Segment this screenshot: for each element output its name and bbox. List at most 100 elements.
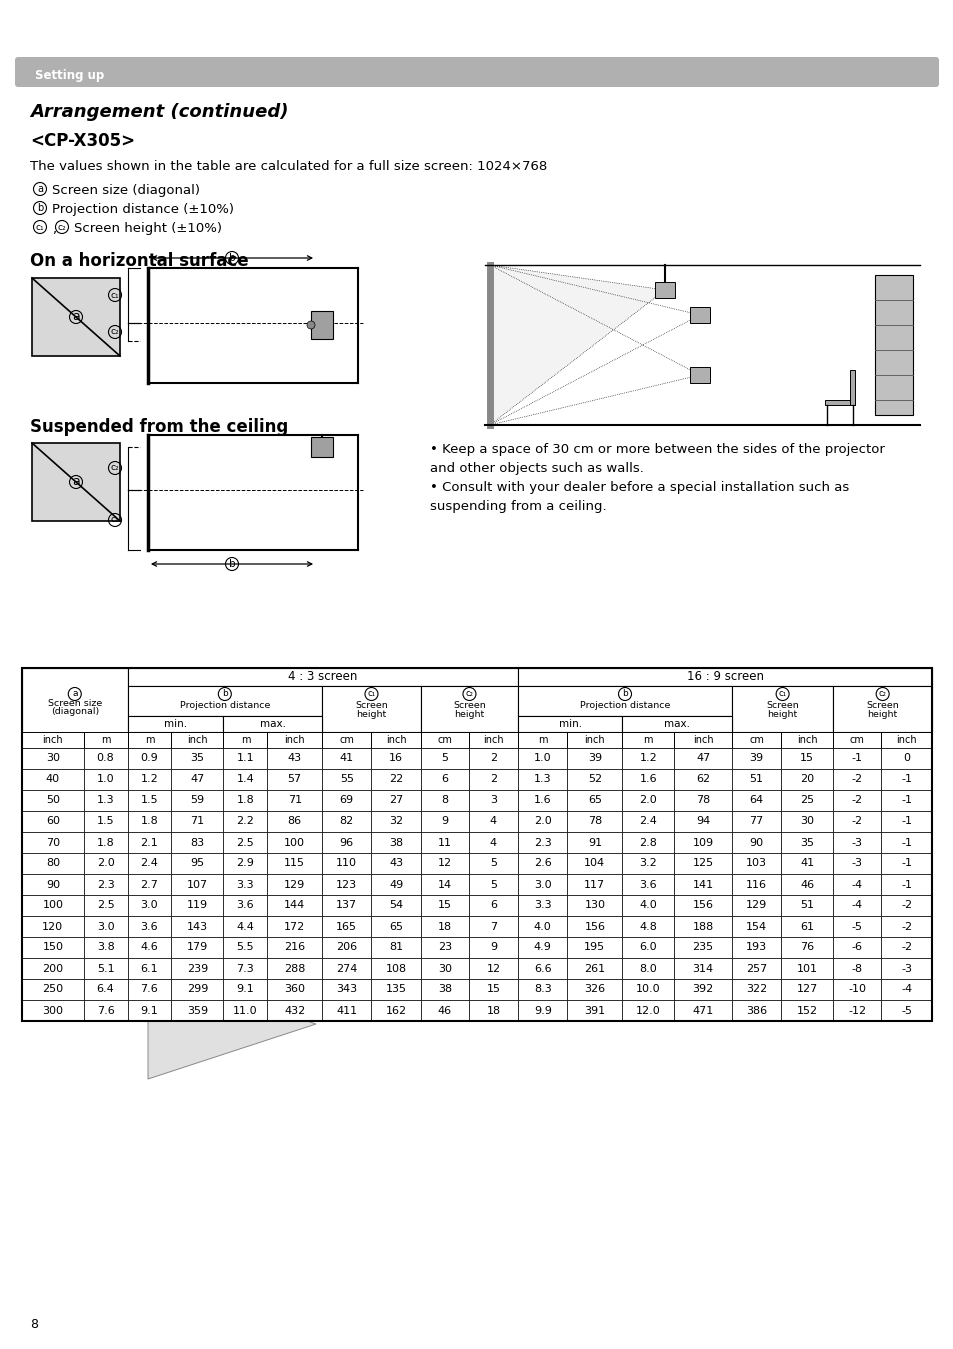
Bar <box>621 853 674 874</box>
Text: 30: 30 <box>437 963 452 974</box>
Bar <box>517 716 621 733</box>
Bar <box>371 769 420 791</box>
Text: • Consult with your dealer before a special installation such as: • Consult with your dealer before a spec… <box>430 482 848 494</box>
Text: b: b <box>222 689 228 699</box>
Text: 274: 274 <box>335 963 357 974</box>
Text: 51: 51 <box>749 774 762 785</box>
Bar <box>881 791 931 811</box>
Bar <box>881 1000 931 1021</box>
Text: <CP-X305>: <CP-X305> <box>30 132 135 150</box>
Text: 235: 235 <box>692 943 713 952</box>
Text: 50: 50 <box>46 796 60 805</box>
Text: c₂: c₂ <box>57 223 67 232</box>
Text: 1.6: 1.6 <box>639 774 657 785</box>
Text: 3.6: 3.6 <box>236 901 253 911</box>
Text: 2.9: 2.9 <box>236 858 254 869</box>
Bar <box>731 938 781 958</box>
Text: Screen: Screen <box>865 701 898 711</box>
Text: suspending from a ceiling.: suspending from a ceiling. <box>430 500 606 513</box>
Bar <box>420 916 468 938</box>
Bar <box>781 791 833 811</box>
Bar <box>322 769 371 791</box>
Text: 4.0: 4.0 <box>639 901 657 911</box>
Text: 47: 47 <box>696 754 710 764</box>
Bar <box>371 853 420 874</box>
Circle shape <box>307 321 314 329</box>
Bar <box>731 958 781 979</box>
Bar <box>267 938 322 958</box>
Bar <box>128 668 517 687</box>
Bar <box>781 811 833 832</box>
Text: 55: 55 <box>339 774 354 785</box>
Text: 6: 6 <box>490 901 497 911</box>
Bar <box>267 874 322 894</box>
Bar <box>833 687 931 733</box>
Bar <box>517 874 567 894</box>
Text: 257: 257 <box>745 963 766 974</box>
Text: 156: 156 <box>584 921 605 932</box>
Bar <box>84 832 128 853</box>
Text: a: a <box>72 475 80 488</box>
Text: 2.5: 2.5 <box>236 838 254 847</box>
Bar <box>223 894 267 916</box>
Bar <box>621 1000 674 1021</box>
Text: 10.0: 10.0 <box>636 985 659 994</box>
Bar <box>468 979 517 1000</box>
Text: 3.0: 3.0 <box>534 880 551 889</box>
Text: 46: 46 <box>437 1005 452 1016</box>
Text: -4: -4 <box>901 985 911 994</box>
Bar <box>32 442 120 521</box>
Bar <box>517 668 931 687</box>
Polygon shape <box>148 801 315 912</box>
Bar <box>781 916 833 938</box>
Text: min.: min. <box>558 719 581 728</box>
FancyBboxPatch shape <box>15 57 938 86</box>
Text: 2.0: 2.0 <box>534 816 551 827</box>
Text: c₁: c₁ <box>111 515 119 525</box>
Bar <box>322 958 371 979</box>
Bar <box>322 832 371 853</box>
Text: 78: 78 <box>696 796 710 805</box>
Bar <box>420 769 468 791</box>
Bar <box>621 733 674 747</box>
Text: 14: 14 <box>437 880 452 889</box>
Bar <box>371 791 420 811</box>
Text: 69: 69 <box>339 796 354 805</box>
Bar <box>84 747 128 769</box>
Text: 143: 143 <box>187 921 208 932</box>
Bar <box>731 791 781 811</box>
Bar <box>172 747 223 769</box>
Text: 94: 94 <box>696 816 710 827</box>
Text: 261: 261 <box>583 963 605 974</box>
Text: 5: 5 <box>490 858 497 869</box>
Bar <box>267 791 322 811</box>
Bar <box>833 832 881 853</box>
Text: 314: 314 <box>692 963 713 974</box>
Bar <box>674 874 731 894</box>
Bar <box>468 938 517 958</box>
Bar <box>621 769 674 791</box>
Bar <box>468 811 517 832</box>
Text: 129: 129 <box>284 880 305 889</box>
Text: 299: 299 <box>187 985 208 994</box>
Bar <box>371 938 420 958</box>
Text: 165: 165 <box>336 921 357 932</box>
Bar <box>322 853 371 874</box>
Bar <box>223 938 267 958</box>
Text: -6: -6 <box>851 943 862 952</box>
Bar <box>881 979 931 1000</box>
Bar <box>223 916 267 938</box>
Text: The values shown in the table are calculated for a full size screen: 1024×768: The values shown in the table are calcul… <box>30 161 547 173</box>
Bar <box>223 874 267 894</box>
Text: 4 : 3 screen: 4 : 3 screen <box>288 670 357 684</box>
Text: 359: 359 <box>187 1005 208 1016</box>
Text: 193: 193 <box>745 943 766 952</box>
Bar <box>517 894 567 916</box>
Bar <box>674 853 731 874</box>
Bar <box>322 916 371 938</box>
Text: ,: , <box>52 223 56 236</box>
Text: 137: 137 <box>335 901 357 911</box>
Text: inch: inch <box>187 735 208 745</box>
Bar <box>172 958 223 979</box>
Bar <box>22 832 84 853</box>
